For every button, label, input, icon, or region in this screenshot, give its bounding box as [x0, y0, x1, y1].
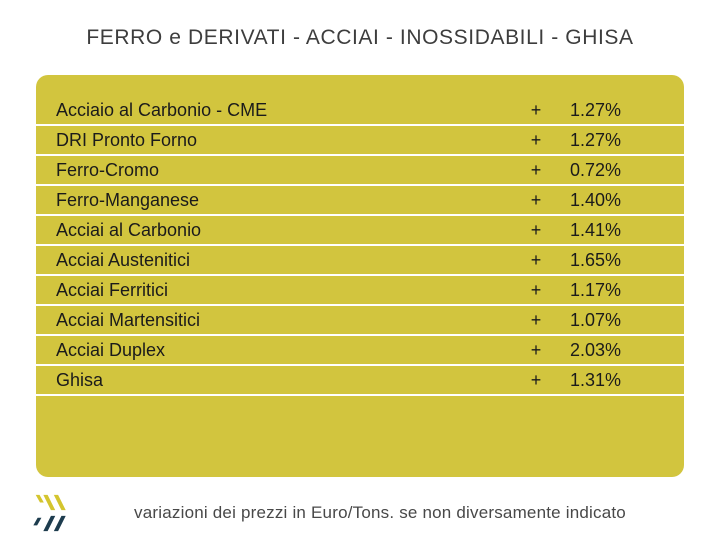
row-label: Ghisa — [56, 369, 104, 390]
row-sign: + — [530, 99, 542, 120]
table-row: Acciaio al Carbonio - CME + 1.27% — [36, 96, 684, 126]
row-label: Acciaio al Carbonio - CME — [56, 99, 268, 120]
footer-note: variazioni dei prezzi in Euro/Tons. se n… — [134, 503, 626, 522]
table-row: DRI Pronto Forno + 1.27% — [36, 126, 684, 156]
row-value: 1.27% — [570, 99, 622, 120]
double-chevron-logo-icon — [33, 494, 66, 532]
row-sign: + — [530, 309, 542, 330]
table-row: Ghisa + 1.31% — [36, 366, 684, 396]
row-label: Acciai Ferritici — [56, 279, 169, 300]
price-variation-table: Acciaio al Carbonio - CME + 1.27% DRI Pr… — [36, 75, 684, 477]
row-label: Acciai Austenitici — [56, 249, 191, 270]
row-label: Acciai Duplex — [56, 339, 166, 360]
row-sign: + — [530, 369, 542, 390]
row-value: 1.40% — [570, 189, 622, 210]
table-row: Acciai Martensitici + 1.07% — [36, 306, 684, 336]
row-sign: + — [530, 189, 542, 210]
row-value: 1.31% — [570, 369, 622, 390]
row-label: Acciai Martensitici — [56, 309, 201, 330]
row-sign: + — [530, 339, 542, 360]
row-value: 1.65% — [570, 249, 622, 270]
row-sign: + — [530, 249, 542, 270]
row-label: Ferro-Manganese — [56, 189, 200, 210]
table-row: Acciai al Carbonio + 1.41% — [36, 216, 684, 246]
row-label: DRI Pronto Forno — [56, 129, 198, 150]
row-label: Acciai al Carbonio — [56, 219, 202, 240]
page-title: FERRO e DERIVATI - ACCIAI - INOSSIDABILI… — [86, 26, 634, 49]
table-row: Ferro-Cromo + 0.72% — [36, 156, 684, 186]
row-sign: + — [530, 279, 542, 300]
table-row: Acciai Ferritici + 1.17% — [36, 276, 684, 306]
row-sign: + — [530, 159, 542, 180]
row-label: Ferro-Cromo — [56, 159, 160, 180]
row-sign: + — [530, 219, 542, 240]
table-row: Ferro-Manganese + 1.40% — [36, 186, 684, 216]
row-value: 0.72% — [570, 159, 622, 180]
row-value: 2.03% — [570, 339, 622, 360]
row-value: 1.41% — [570, 219, 622, 240]
row-sign: + — [530, 129, 542, 150]
footer: variazioni dei prezzi in Euro/Tons. se n… — [0, 489, 720, 537]
table-row: Acciai Duplex + 2.03% — [36, 336, 684, 366]
table-row: Acciai Austenitici + 1.65% — [36, 246, 684, 276]
row-value: 1.27% — [570, 129, 622, 150]
row-value: 1.17% — [570, 279, 622, 300]
row-value: 1.07% — [570, 309, 622, 330]
